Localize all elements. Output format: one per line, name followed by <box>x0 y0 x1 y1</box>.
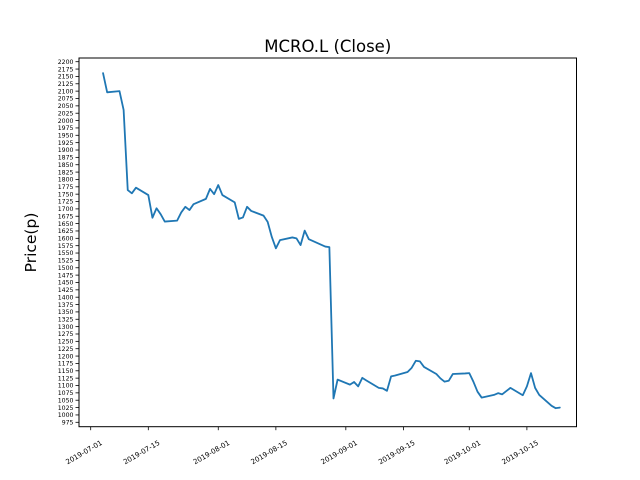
y-axis-ticks: 9751000102510501075110011251150117512001… <box>58 59 79 427</box>
svg-text:2019-07-01: 2019-07-01 <box>64 439 103 466</box>
svg-text:2019-10-01: 2019-10-01 <box>443 439 482 466</box>
svg-text:1750: 1750 <box>58 191 74 198</box>
svg-text:1675: 1675 <box>58 213 74 220</box>
svg-text:1625: 1625 <box>58 228 74 235</box>
svg-text:975: 975 <box>62 420 74 427</box>
svg-text:2019-07-15: 2019-07-15 <box>122 439 161 466</box>
svg-text:2019-09-01: 2019-09-01 <box>320 439 359 466</box>
svg-text:2019-08-15: 2019-08-15 <box>250 439 289 466</box>
svg-text:2200: 2200 <box>58 59 74 66</box>
svg-text:1950: 1950 <box>58 132 74 139</box>
svg-text:1500: 1500 <box>58 265 74 272</box>
price-line-series <box>102 72 561 410</box>
svg-text:2150: 2150 <box>58 74 74 81</box>
svg-text:1900: 1900 <box>58 147 74 154</box>
svg-text:1800: 1800 <box>58 177 74 184</box>
svg-text:1725: 1725 <box>58 199 74 206</box>
svg-text:1000: 1000 <box>58 412 74 419</box>
svg-text:1375: 1375 <box>58 302 74 309</box>
svg-text:1775: 1775 <box>58 184 74 191</box>
svg-text:2000: 2000 <box>58 118 74 125</box>
svg-text:1275: 1275 <box>58 331 74 338</box>
svg-text:1550: 1550 <box>58 250 74 257</box>
svg-text:1825: 1825 <box>58 169 74 176</box>
svg-text:1150: 1150 <box>58 368 74 375</box>
svg-text:2050: 2050 <box>58 103 74 110</box>
svg-text:1850: 1850 <box>58 162 74 169</box>
svg-text:1200: 1200 <box>58 353 74 360</box>
svg-text:1700: 1700 <box>58 206 74 213</box>
svg-text:1525: 1525 <box>58 258 74 265</box>
svg-text:1600: 1600 <box>58 236 74 243</box>
svg-text:1325: 1325 <box>58 316 74 323</box>
svg-text:1450: 1450 <box>58 280 74 287</box>
svg-text:2175: 2175 <box>58 66 74 73</box>
svg-text:1025: 1025 <box>58 405 74 412</box>
svg-text:1100: 1100 <box>58 383 74 390</box>
x-axis-ticks: 2019-07-01 2019-07-15 2019-08-01 2019-08-15… <box>64 426 540 466</box>
svg-text:2025: 2025 <box>58 110 74 117</box>
svg-text:1225: 1225 <box>58 346 74 353</box>
svg-text:1075: 1075 <box>58 390 74 397</box>
svg-text:1125: 1125 <box>58 375 74 382</box>
svg-text:1175: 1175 <box>58 361 74 368</box>
svg-text:1300: 1300 <box>58 324 74 331</box>
svg-text:1575: 1575 <box>58 243 74 250</box>
svg-text:1650: 1650 <box>58 221 74 228</box>
svg-text:1350: 1350 <box>58 309 74 316</box>
svg-text:1925: 1925 <box>58 140 74 147</box>
svg-text:2100: 2100 <box>58 88 74 95</box>
svg-text:1425: 1425 <box>58 287 74 294</box>
y-axis-label: Price(p) <box>22 213 40 273</box>
plot-area <box>78 57 577 428</box>
svg-text:1475: 1475 <box>58 272 74 279</box>
svg-text:2075: 2075 <box>58 96 74 103</box>
svg-text:2019-09-15: 2019-09-15 <box>377 439 416 466</box>
chart-title: MCRO.L (Close) <box>264 37 391 56</box>
svg-text:2125: 2125 <box>58 81 74 88</box>
svg-text:1975: 1975 <box>58 125 74 132</box>
svg-text:2019-08-01: 2019-08-01 <box>192 439 231 466</box>
svg-text:1050: 1050 <box>58 397 74 404</box>
svg-text:1875: 1875 <box>58 155 74 162</box>
svg-text:1400: 1400 <box>58 294 74 301</box>
svg-text:2019-10-15: 2019-10-15 <box>501 439 540 466</box>
svg-text:1250: 1250 <box>58 339 74 346</box>
